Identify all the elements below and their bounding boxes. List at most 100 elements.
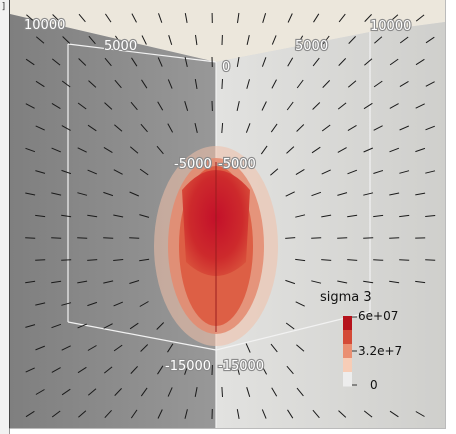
orientation-tick xyxy=(113,301,123,307)
orientation-tick xyxy=(184,409,188,419)
frame-glyph: ] xyxy=(1,2,7,12)
orientation-tick xyxy=(114,124,123,132)
orientation-tick xyxy=(287,57,294,67)
orientation-tick xyxy=(237,12,240,24)
orientation-tick xyxy=(157,57,163,67)
orientation-tick xyxy=(184,13,188,23)
orientation-tick xyxy=(389,103,399,109)
orientation-tick xyxy=(78,13,86,23)
orientation-tick xyxy=(425,125,435,131)
orientation-tick xyxy=(312,102,321,110)
orientation-tick xyxy=(236,409,240,419)
orientation-tick xyxy=(62,36,71,44)
axis-label-5000-right: 5000 xyxy=(295,39,328,54)
legend-colorbar xyxy=(343,316,352,387)
orientation-tick xyxy=(61,259,72,261)
orientation-tick xyxy=(364,14,372,22)
orientation-tick xyxy=(25,410,35,418)
axis-label-minus5000-right: -5000 xyxy=(218,157,256,172)
left-face xyxy=(10,14,216,428)
orientation-tick xyxy=(130,101,138,111)
orientation-tick xyxy=(245,343,251,353)
orientation-tick xyxy=(168,35,173,45)
orientation-tick xyxy=(337,192,348,196)
orientation-tick xyxy=(321,124,331,132)
orientation-tick xyxy=(130,366,138,374)
orientation-tick xyxy=(77,147,87,153)
orientation-tick xyxy=(286,101,294,111)
orientation-tick xyxy=(363,147,373,153)
legend-mid-label: 3.2e+7 xyxy=(358,344,402,358)
orientation-tick xyxy=(287,409,294,419)
legend-color-step xyxy=(343,358,352,373)
orientation-tick xyxy=(236,100,240,112)
legend-color-step xyxy=(343,372,352,387)
orientation-tick xyxy=(296,124,305,132)
orientation-tick xyxy=(131,57,138,67)
orientation-tick xyxy=(141,35,147,45)
color-legend[interactable]: sigma 3 6e+07 3.2e+7 0 xyxy=(320,290,402,392)
orientation-tick xyxy=(389,280,400,284)
orientation-tick xyxy=(26,14,35,22)
orientation-tick xyxy=(35,36,45,44)
orientation-tick xyxy=(425,170,436,174)
orientation-tick xyxy=(113,344,123,352)
orientation-tick xyxy=(311,146,321,154)
orientation-tick xyxy=(415,58,425,66)
orientation-tick xyxy=(167,123,174,133)
orientation-tick xyxy=(261,101,267,111)
orientation-tick xyxy=(167,343,174,353)
orientation-tick xyxy=(103,146,113,154)
orientation-tick xyxy=(295,258,306,262)
orientation-tick xyxy=(139,214,150,218)
orientation-tick xyxy=(236,57,240,67)
orientation-tick xyxy=(321,169,331,175)
legend-min-label: 0 xyxy=(370,378,378,392)
axis-label-minus15000-right: -15000 xyxy=(218,359,264,374)
orientation-tick xyxy=(129,280,140,284)
orientation-tick xyxy=(35,170,46,174)
orientation-tick xyxy=(114,35,122,45)
top-face xyxy=(10,0,445,62)
orientation-tick xyxy=(374,36,383,44)
orientation-tick xyxy=(246,387,251,397)
scene-svg[interactable]: 10000 5000 0 5000 10000 -5000 -5000 -150… xyxy=(10,0,445,428)
orientation-tick xyxy=(194,387,198,397)
axis-label-10000-right: 10000 xyxy=(370,19,411,34)
orientation-tick xyxy=(296,387,304,397)
orientation-tick xyxy=(389,192,400,196)
orientation-tick xyxy=(61,302,72,306)
orientation-tick xyxy=(286,365,294,375)
orientation-tick xyxy=(156,145,164,155)
orientation-tick xyxy=(337,147,347,153)
orientation-tick xyxy=(61,345,71,351)
orientation-tick xyxy=(347,259,358,261)
orientation-tick xyxy=(77,366,87,374)
orientation-tick xyxy=(87,214,98,218)
orientation-tick xyxy=(347,169,358,175)
orientation-tick xyxy=(77,280,88,284)
orientation-tick xyxy=(286,146,295,154)
orientation-tick xyxy=(373,80,383,88)
axis-label-minus5000-left: -5000 xyxy=(174,157,212,172)
orientation-tick xyxy=(363,410,373,418)
orientation-tick xyxy=(389,147,400,153)
orientation-tick xyxy=(194,79,198,89)
orientation-tick xyxy=(51,147,61,153)
orientation-tick xyxy=(167,387,173,397)
orientation-tick xyxy=(35,345,45,351)
orientation-tick xyxy=(61,125,71,131)
orientation-tick xyxy=(322,35,330,45)
orientation-tick xyxy=(389,410,399,418)
orientation-tick xyxy=(35,125,45,131)
orientation-tick xyxy=(295,301,305,307)
orientation-tick xyxy=(104,102,113,110)
orientation-tick xyxy=(184,56,188,68)
orientation-tick xyxy=(103,237,114,239)
orientation-tick xyxy=(88,80,97,88)
orientation-tick xyxy=(399,170,410,174)
orientation-tick xyxy=(194,122,198,134)
orientation-tick xyxy=(103,191,114,197)
orientation-tick xyxy=(25,324,36,328)
3d-render-viewport[interactable]: 10000 5000 0 5000 10000 -5000 -5000 -150… xyxy=(9,0,446,429)
